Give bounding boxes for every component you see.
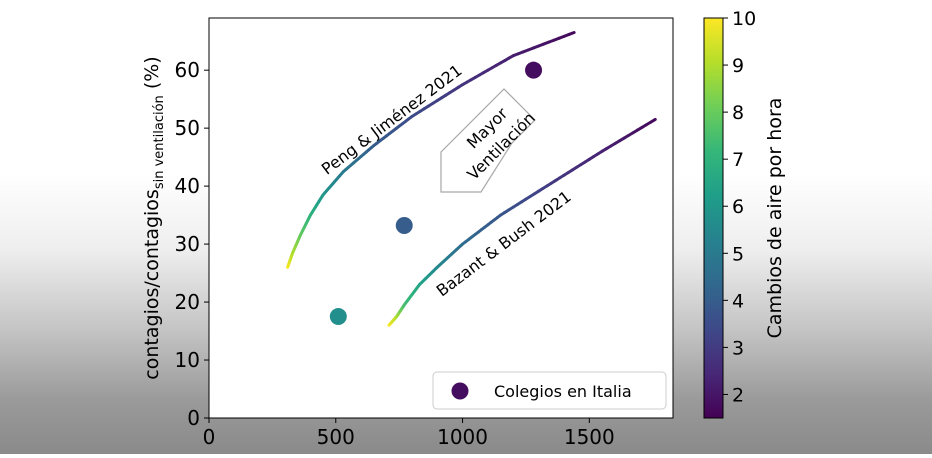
- colorbar-tick-label: 3: [732, 337, 744, 359]
- x-tick-label: 0: [203, 425, 216, 449]
- x-tick-label: 1000: [437, 425, 488, 449]
- line-segment: [569, 32, 574, 34]
- colorbar-label: Cambios de aire por hora: [764, 98, 786, 339]
- y-tick-label: 20: [175, 290, 200, 314]
- colorbar-tick-label: 4: [732, 290, 744, 312]
- colorbar-tick-label: 5: [732, 243, 744, 265]
- x-tick-label: 500: [317, 425, 355, 449]
- legend-layer: Colegios en Italia: [433, 372, 666, 409]
- y-tick-label: 50: [175, 116, 200, 140]
- data-point: [525, 62, 542, 79]
- colorbar: [704, 18, 723, 418]
- y-axis-label: contagios/contagiossin ventilación (%): [141, 56, 167, 379]
- y-tick-label: 0: [187, 406, 200, 430]
- colorbar-tick-label: 10: [732, 8, 756, 30]
- data-point: [330, 308, 347, 325]
- y-tick-label: 40: [175, 174, 200, 198]
- colorbar-tick-label: 7: [732, 149, 744, 171]
- colorbar-tick-label: 2: [732, 384, 744, 406]
- colorbar-tick-label: 8: [732, 102, 744, 124]
- y-tick-label: 10: [175, 348, 200, 372]
- legend-marker: [452, 383, 469, 400]
- colorbar-tick-label: 6: [732, 196, 744, 218]
- legend-label: Colegios en Italia: [494, 382, 632, 401]
- colorbar-layer: 2 3 4 5 6 7 8 9 10 Cambios de aire por hora: [704, 8, 786, 418]
- data-point: [396, 217, 413, 234]
- x-tick-label: 1500: [564, 425, 615, 449]
- y-tick-label: 30: [175, 232, 200, 256]
- y-tick-label: 60: [175, 58, 200, 82]
- colorbar-tick-label: 9: [732, 55, 744, 77]
